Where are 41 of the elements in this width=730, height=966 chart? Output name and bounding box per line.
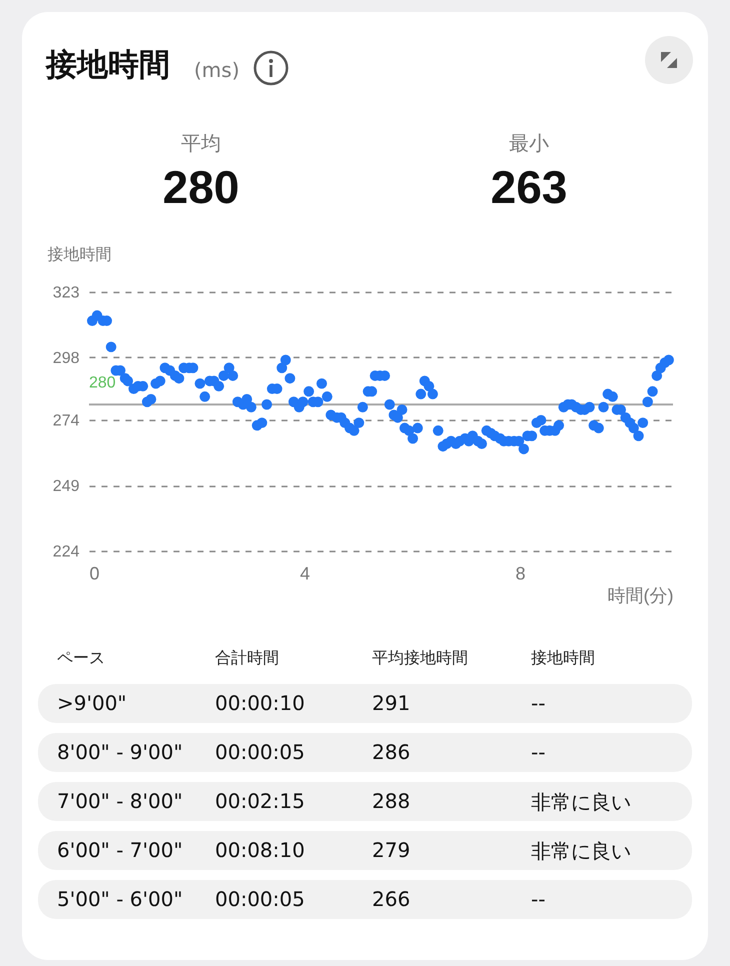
text: 合計時間 <box>215 648 279 669</box>
chart-subtitle: (ms) <box>194 58 240 82</box>
text: 6'00" - 7'00" <box>57 838 183 862</box>
text: 8'00" - 9'00" <box>57 740 183 764</box>
ref-line-label: 280 <box>89 374 116 392</box>
text: -- <box>531 887 546 911</box>
text: 非常に良い <box>531 838 631 865</box>
y-tick-label: 224 <box>52 544 80 560</box>
text: -- <box>531 740 546 764</box>
text: 00:00:10 <box>215 691 305 715</box>
text: 5'00" - 6'00" <box>57 887 183 911</box>
y-tick-label: 298 <box>52 350 80 367</box>
text: 非常に良い <box>531 789 631 816</box>
text: 平均 <box>181 130 221 157</box>
text: 263 <box>490 160 568 214</box>
y-axis-title: 接地時間 <box>48 246 112 264</box>
text: 00:00:05 <box>215 740 305 764</box>
text: 00:08:10 <box>215 838 305 862</box>
text: 00:00:05 <box>215 887 305 911</box>
text: 286 <box>372 740 410 764</box>
text: 接地時間 <box>531 648 595 669</box>
x-tick-label: 8 <box>515 564 526 584</box>
x-axis-title: 時間(分) <box>608 586 674 606</box>
x-tick-label: 4 <box>300 564 310 584</box>
text: ペース <box>57 648 105 669</box>
text: 00:02:15 <box>215 789 305 813</box>
y-tick-label: 323 <box>52 284 80 302</box>
text: 平均接地時間 <box>372 648 468 669</box>
chart-title: 接地時間 <box>46 46 170 85</box>
text: 280 <box>162 160 240 214</box>
x-tick-label: 0 <box>90 564 100 584</box>
text: 7'00" - 8'00" <box>57 789 183 813</box>
y-tick-label: 249 <box>52 478 80 496</box>
text: 288 <box>372 789 410 813</box>
text: 291 <box>372 691 410 715</box>
text: 266 <box>372 887 410 911</box>
text: 最小 <box>509 130 549 157</box>
y-tick-label: 274 <box>52 412 80 430</box>
text: >9'00" <box>57 691 127 715</box>
text: -- <box>531 691 546 715</box>
text: 279 <box>372 838 410 862</box>
